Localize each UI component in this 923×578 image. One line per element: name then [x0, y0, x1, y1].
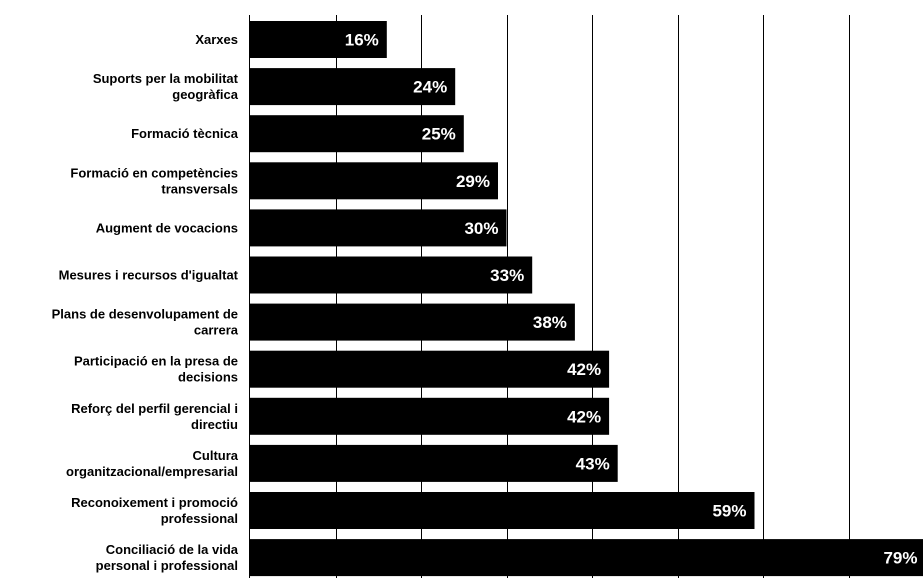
bars: [250, 21, 923, 577]
data-label: 42%: [567, 360, 601, 379]
category-label-line: Conciliació de la vida: [106, 542, 239, 557]
category-label: Reforç del perfil gerencial i directiu: [71, 401, 238, 432]
category-label-line: Mesures i recursos d'igualtat: [59, 268, 239, 283]
category-label-line: Augment de vocacions: [96, 220, 238, 235]
bar: [250, 162, 498, 200]
bar: [250, 209, 507, 247]
category-label: Augment de vocacions: [96, 220, 238, 235]
category-label: Suports per la mobilitat geogràfica: [93, 71, 239, 102]
category-label: Reconoixement i promoció professional: [71, 495, 238, 526]
category-label-line: Suports per la mobilitat: [93, 71, 239, 86]
bar: [250, 539, 923, 577]
category-label-line: Cultura: [193, 448, 239, 463]
category-label: Plans de desenvolupament de carrera: [52, 307, 239, 338]
category-label-line: Participació en la presa de: [74, 354, 238, 369]
bar: [250, 492, 755, 529]
category-label: Participació en la presa de decisions: [74, 354, 238, 385]
data-label: 24%: [413, 78, 447, 97]
bar: [250, 68, 456, 106]
bar: [250, 303, 575, 341]
category-label: Mesures i recursos d'igualtat: [59, 268, 239, 283]
data-label: 79%: [883, 549, 917, 568]
category-label: Formació en competències transversals: [70, 165, 238, 196]
data-label: 30%: [464, 219, 498, 238]
data-label: 43%: [576, 454, 610, 473]
gridlines: [336, 15, 850, 578]
data-label: 33%: [490, 266, 524, 285]
data-label: 38%: [533, 313, 567, 332]
category-label-line: organitzacional/empresarial: [66, 464, 238, 479]
category-label-line: Xarxes: [195, 32, 238, 47]
category-label: Xarxes: [195, 32, 238, 47]
data-label: 16%: [345, 31, 379, 50]
category-label-line: transversals: [161, 181, 238, 196]
category-label-line: Reforç del perfil gerencial i: [71, 401, 238, 416]
data-label: 25%: [422, 125, 456, 144]
category-label-line: professional: [161, 511, 238, 526]
category-label: Formació tècnica: [131, 126, 239, 141]
category-label: Conciliació de la vida personal i profess…: [96, 542, 239, 573]
bar: [250, 350, 610, 388]
data-label: 29%: [456, 172, 490, 191]
bar: [250, 444, 618, 482]
category-label-line: carrera: [194, 323, 239, 338]
category-labels: Xarxes Suports per la mobilitat geogràfica…: [52, 32, 239, 573]
category-label-line: Reconoixement i promoció: [71, 495, 238, 510]
bar: [250, 21, 387, 58]
bar: [250, 397, 610, 435]
bar: [250, 115, 464, 153]
data-label: 59%: [712, 502, 746, 521]
category-label-line: Formació tècnica: [131, 126, 239, 141]
category-label-line: geogràfica: [172, 87, 239, 102]
category-label: Cultura organitzacional/empresarial: [66, 448, 239, 479]
category-label-line: directiu: [191, 417, 238, 432]
value-labels: 16% 24% 25% 29% 30% 33% 38% 42% 42% 43% 59% 79%: [345, 31, 918, 568]
category-label-line: decisions: [178, 370, 238, 385]
data-label: 42%: [567, 407, 601, 426]
category-label-line: Plans de desenvolupament de: [52, 307, 238, 322]
category-label-line: personal i professional: [96, 558, 238, 573]
bar: [250, 256, 533, 294]
category-label-line: Formació en competències: [70, 165, 238, 180]
